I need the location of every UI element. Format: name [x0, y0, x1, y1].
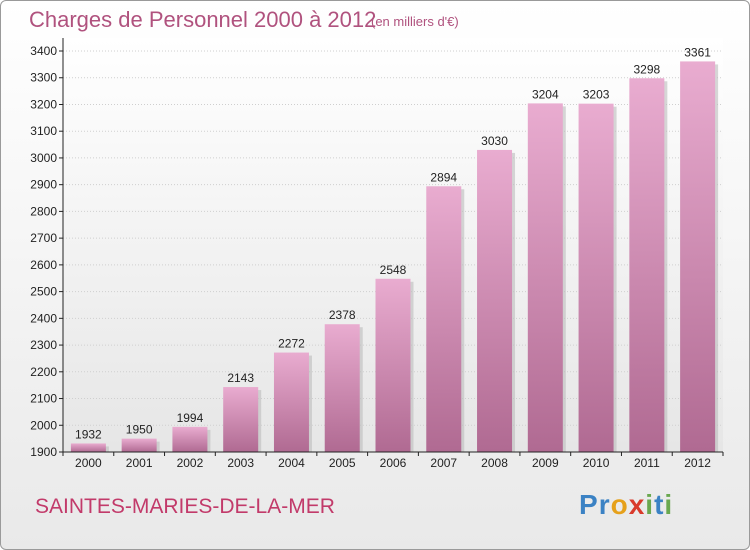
- bars-group: 1932 1950 1994 2143 2272 2378 2548 2894 3030 3204…: [70, 45, 719, 453]
- data-label-2006: 2548: [380, 263, 407, 277]
- logo-letter: i: [645, 489, 655, 520]
- y-tick-label: 3000: [30, 151, 57, 165]
- bar-2007[interactable]: [426, 186, 462, 452]
- axes: 1900 2000 2100 2200 2300 2400 2500 2600 2700 2800…: [30, 38, 724, 470]
- data-label-2011: 3298: [633, 62, 660, 76]
- data-label-2002: 1994: [177, 411, 204, 425]
- data-label-2000: 1932: [75, 427, 102, 441]
- y-tick-label: 2300: [30, 338, 57, 352]
- y-tick-label: 3400: [30, 44, 57, 58]
- chart-subtitle: (en milliers d'€): [371, 14, 459, 29]
- bar-2011[interactable]: [629, 78, 665, 452]
- y-tick-label: 2600: [30, 258, 57, 272]
- data-label-2003: 2143: [227, 371, 254, 385]
- x-tick-label-2001: 2001: [126, 456, 153, 470]
- x-tick-label-2006: 2006: [380, 456, 407, 470]
- y-tick-label: 2900: [30, 178, 57, 192]
- bar-2004[interactable]: [273, 352, 309, 452]
- x-tick-label-2009: 2009: [532, 456, 559, 470]
- x-tick-label-2007: 2007: [430, 456, 457, 470]
- y-tick-label: 2500: [30, 285, 57, 299]
- y-tick-label: 3100: [30, 124, 57, 138]
- data-label-2005: 2378: [329, 308, 356, 322]
- y-tick-label: 2400: [30, 311, 57, 325]
- proxiti-logo[interactable]: Proxiti: [579, 489, 673, 521]
- logo-letter: P: [579, 489, 599, 520]
- y-tick-label: 2700: [30, 231, 57, 245]
- y-tick-label: 2100: [30, 392, 57, 406]
- data-label-2008: 3030: [481, 134, 508, 148]
- bar-2001[interactable]: [121, 438, 157, 452]
- y-tick-label: 3300: [30, 71, 57, 85]
- logo-letter: i: [664, 489, 674, 520]
- bar-2000[interactable]: [70, 443, 106, 452]
- chart-title: Charges de Personnel 2000 à 2012: [29, 7, 377, 32]
- y-tick-label: 2800: [30, 204, 57, 218]
- x-tick-label-2003: 2003: [227, 456, 254, 470]
- logo-letter: o: [610, 489, 629, 520]
- x-tick-label-2000: 2000: [75, 456, 102, 470]
- bar-2003[interactable]: [223, 387, 259, 452]
- y-tick-label: 2200: [30, 365, 57, 379]
- logo-letter: r: [598, 489, 611, 520]
- place-name: SAINTES-MARIES-DE-LA-MER: [35, 495, 335, 518]
- data-label-2007: 2894: [430, 170, 457, 184]
- logo-letter: t: [654, 489, 665, 520]
- x-tick-label-2010: 2010: [583, 456, 610, 470]
- data-label-2009: 3204: [532, 87, 559, 101]
- logo-letter: x: [628, 489, 646, 520]
- x-tick-label-2012: 2012: [684, 456, 711, 470]
- bar-2010[interactable]: [578, 103, 614, 452]
- bar-2012[interactable]: [680, 61, 716, 453]
- data-label-2001: 1950: [126, 423, 153, 437]
- data-label-2010: 3203: [583, 88, 610, 102]
- y-tick-label: 1900: [30, 445, 57, 459]
- y-tick-label: 3200: [30, 97, 57, 111]
- bar-2009[interactable]: [527, 103, 563, 452]
- bar-2002[interactable]: [172, 426, 208, 452]
- x-tick-label-2005: 2005: [329, 456, 356, 470]
- x-tick-label-2011: 2011: [634, 456, 660, 470]
- data-label-2004: 2272: [278, 337, 305, 351]
- bar-2005[interactable]: [324, 324, 360, 452]
- bar-2006[interactable]: [375, 278, 411, 452]
- bar-2008[interactable]: [477, 149, 513, 452]
- x-tick-label-2008: 2008: [481, 456, 508, 470]
- x-tick-label-2004: 2004: [278, 456, 305, 470]
- data-label-2012: 3361: [684, 45, 711, 59]
- y-tick-label: 2000: [30, 418, 57, 432]
- x-tick-label-2002: 2002: [177, 456, 204, 470]
